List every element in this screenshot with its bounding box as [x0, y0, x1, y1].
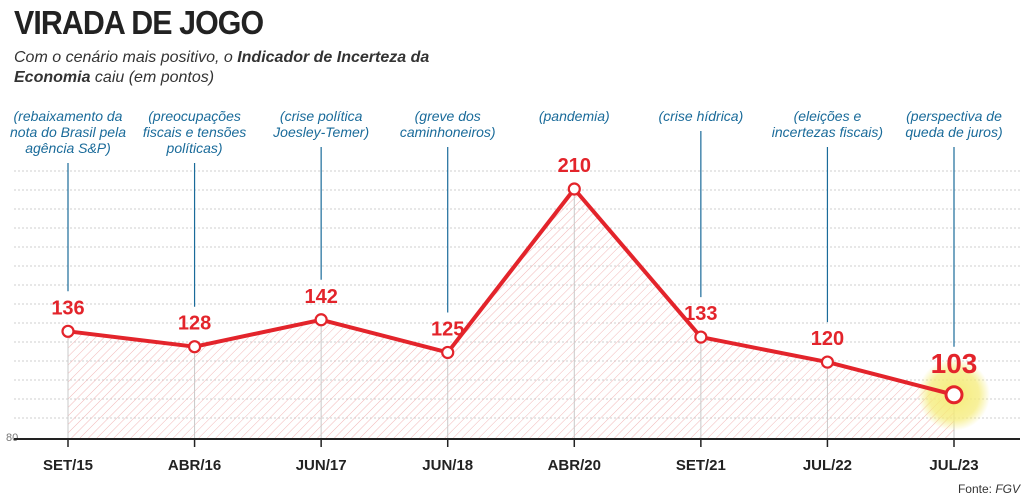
data-point [820, 355, 835, 369]
source-name: FGV [995, 482, 1020, 496]
data-label: 120 [811, 328, 844, 350]
annotation-label: (eleições e incertezas fiscais) [772, 108, 883, 140]
annotation-label: (greve dos caminhoneiros) [400, 108, 496, 140]
data-point [441, 345, 455, 360]
x-tick-label: JUL/22 [803, 457, 852, 474]
data-point [187, 340, 202, 354]
data-label: 133 [684, 303, 717, 325]
annotation-line: políticas) [166, 140, 223, 156]
chart-subtitle: Com o cenário mais positivo, o Indicador… [14, 48, 454, 88]
subtitle-text-2: caiu (em pontos) [90, 69, 215, 86]
chart-title: VIRADA DE JOGO [14, 4, 264, 41]
data-label: 125 [431, 318, 464, 340]
x-tick-label: JUL/23 [929, 457, 978, 474]
data-point [61, 324, 75, 338]
annotation-line: queda de juros) [905, 124, 1002, 140]
data-point [567, 182, 581, 196]
gridlines: 80 [6, 170, 1020, 444]
x-tick-label: ABR/16 [168, 457, 221, 474]
area-fill [68, 189, 954, 439]
hatched-area [67, 189, 955, 439]
annotation-line: incertezas fiscais) [772, 124, 883, 140]
annotation-line: (greve dos [415, 108, 481, 124]
annotation-line: (crise política [280, 108, 363, 124]
data-point [944, 385, 964, 405]
series-path [67, 187, 955, 397]
y-tick-label: 80 [6, 432, 18, 444]
annotation-line: caminhoneiros) [400, 124, 496, 140]
subtitle-text-1: Com o cenário mais positivo, o [14, 49, 238, 66]
x-tick-label: JUN/18 [422, 457, 473, 474]
annotation-line: (preocupações [148, 108, 241, 124]
x-tick-label: JUN/17 [296, 457, 347, 474]
data-label: 210 [558, 155, 591, 177]
annotation-line: agência S&P) [25, 140, 111, 156]
x-axis: SET/15 ABR/16 JUN/17 JUN/18 ABR/20 SET/21 JUL/… [14, 438, 1020, 474]
data-label: 103 [931, 348, 978, 379]
annotation-label: (rebaixamento da nota do Brasil pela agênc… [10, 108, 126, 156]
x-tick-label: SET/15 [43, 457, 93, 474]
annotation-line: (perspectiva de [906, 108, 1002, 124]
subtitle-bold: Indicador de Incerteza da Economia [14, 49, 430, 86]
annotation-line: fiscais e tensões [143, 124, 247, 140]
annotation-label: (crise política Joesley-Temer) [272, 108, 369, 140]
annotation-label: (pandemia) [539, 108, 610, 124]
x-tick-label: SET/21 [676, 457, 726, 474]
data-label: 142 [304, 286, 337, 308]
data-label: 128 [178, 313, 211, 335]
source-note: Fonte: FGV [958, 482, 1020, 496]
annotation-line: (crise hídrica) [658, 108, 743, 124]
data-label: 136 [51, 297, 84, 319]
source-prefix: Fonte: [957, 482, 996, 496]
x-tick-label: ABR/20 [548, 457, 601, 474]
annotations: (rebaixamento da nota do Brasil pela agênc… [10, 108, 1003, 156]
annotation-line: Joesley-Temer) [272, 124, 369, 140]
annotation-label: (preocupações fiscais e tensões políticas) [143, 108, 247, 156]
annotation-line: (eleições e [794, 108, 862, 124]
series-line: 136 128 142 125 210 133 120 103 [51, 155, 990, 431]
annotation-leaders [67, 131, 955, 347]
data-point [314, 313, 328, 327]
annotation-line: (pandemia) [539, 108, 610, 124]
annotation-label: (crise hídrica) [658, 108, 743, 124]
annotation-label: (perspectiva de queda de juros) [905, 108, 1002, 140]
annotation-line: nota do Brasil pela [10, 124, 126, 140]
data-point [694, 330, 708, 344]
annotation-line: (rebaixamento da [14, 108, 123, 124]
